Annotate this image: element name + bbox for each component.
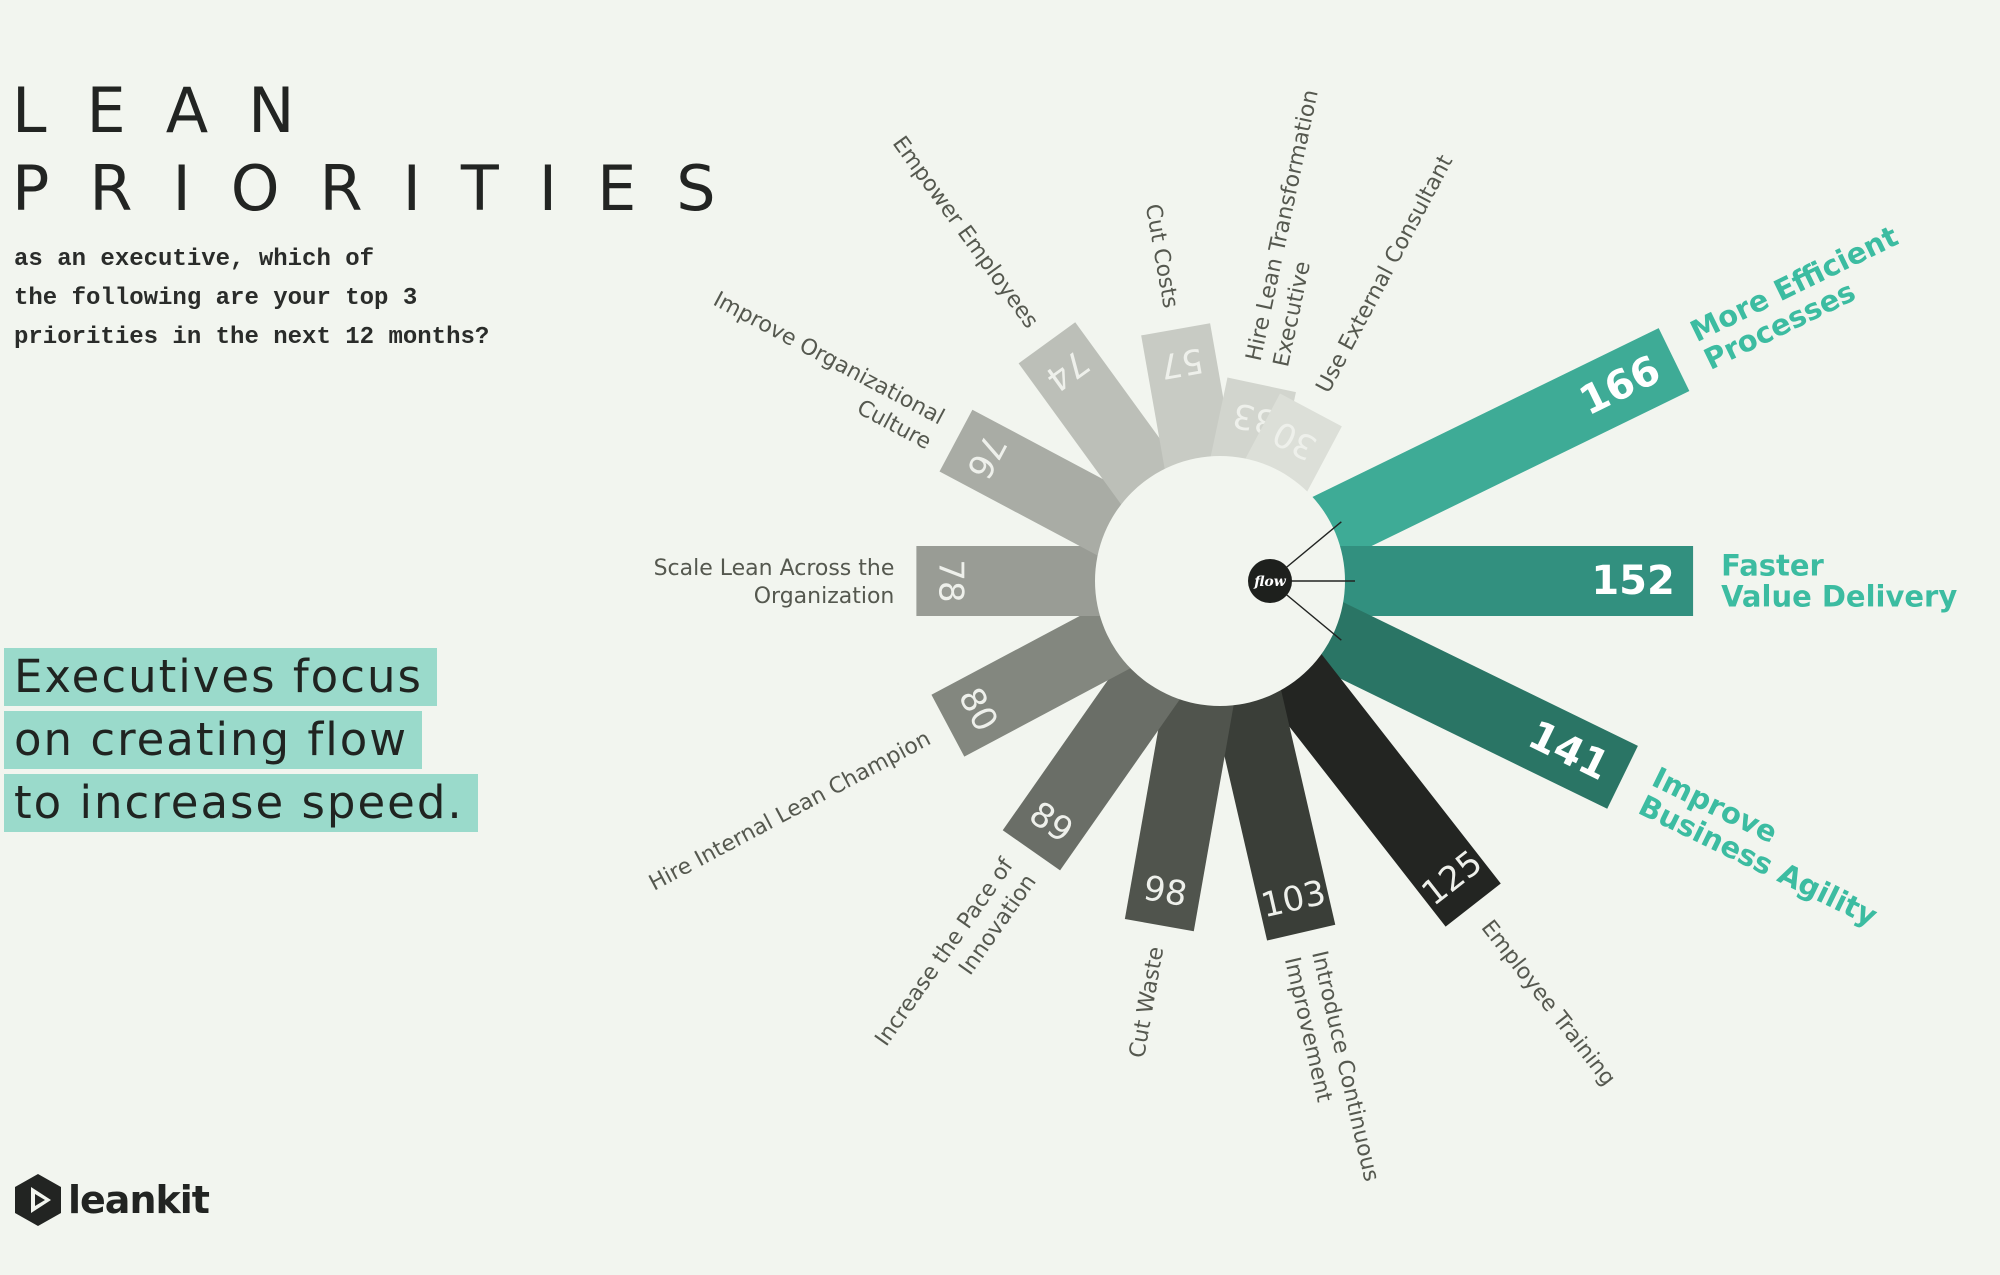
bar-scale-lean-across-the-organization	[916, 546, 1101, 616]
page-title-line-1: LEAN	[12, 74, 335, 147]
survey-question-line-1: as an executive, which of	[14, 246, 375, 273]
bar-more-efficient-processes	[1311, 328, 1690, 561]
category-label-line: Use External Consultant	[1312, 151, 1459, 397]
survey-question-line-2: the following are your top 3	[14, 285, 418, 312]
bar-empower-employees	[1018, 322, 1179, 506]
leankit-logo-icon	[15, 1174, 61, 1226]
category-label-cut-costs: Cut Costs	[1140, 202, 1183, 310]
category-label-hire-lean-transformation-executive: Hire Lean TransformationExecutive	[1242, 88, 1351, 370]
category-label-line: Hire Internal Lean Champion	[645, 726, 935, 896]
category-label-line: Faster	[1721, 549, 1824, 583]
category-label-line: Cut Costs	[1140, 202, 1183, 310]
key-takeaway-line-1: Executives focus	[4, 648, 437, 706]
key-takeaway: Executives focus on creating flow to inc…	[4, 648, 478, 837]
category-label-line: Organization	[754, 584, 895, 609]
category-label-improve-organizational-culture: Improve OrganizationalCulture	[696, 287, 948, 455]
category-label-line: Value Delivery	[1721, 580, 1957, 614]
category-label-use-external-consultant: Use External Consultant	[1312, 151, 1459, 397]
key-takeaway-line-3: to increase speed.	[4, 774, 478, 832]
category-label-line: Improve Organizational	[709, 287, 948, 430]
category-label-line: Employee Training	[1476, 916, 1621, 1091]
category-label-line: Cut Waste	[1125, 945, 1169, 1060]
flow-node-label: flow	[1253, 574, 1287, 590]
bar-improve-business-agility	[1311, 601, 1638, 809]
leankit-logo: leankit	[12, 1172, 210, 1228]
bar-improve-organizational-culture	[939, 409, 1132, 557]
category-label-empower-employees: Empower Employees	[887, 132, 1043, 333]
category-label-line: Empower Employees	[887, 132, 1043, 333]
category-label-line: Increase the Pace of	[871, 853, 1020, 1051]
page-title-line-2: PRIORITIES	[12, 152, 756, 225]
survey-question: as an executive, which of the following …	[14, 240, 489, 357]
category-label-line: Scale Lean Across the	[654, 556, 895, 581]
value-label-cut-waste: 98	[1140, 868, 1190, 915]
value-label-scale-lean-across-the-organization: 78	[930, 559, 970, 602]
category-label-hire-internal-lean-champion: Hire Internal Lean Champion	[645, 726, 935, 896]
category-label-increase-the-pace-of-innovation: Increase the Pace ofInnovation	[871, 853, 1043, 1067]
bar-increase-the-pace-of-innovation	[1002, 658, 1181, 871]
bar-faster-value-delivery	[1339, 546, 1694, 616]
bar-introduce-continuous-improvement	[1212, 689, 1336, 941]
category-label-introduce-continuous-improvement: Introduce ContinuousImprovement	[1279, 948, 1384, 1190]
value-label-cut-costs: 57	[1157, 339, 1207, 386]
category-label-employee-training: Employee Training	[1476, 916, 1621, 1091]
value-label-faster-value-delivery: 152	[1591, 558, 1675, 604]
leankit-logo-text: leankit	[68, 1178, 210, 1222]
category-label-faster-value-delivery: Faster Value Delivery	[1721, 549, 1957, 614]
flow-node	[1248, 559, 1292, 603]
chart-hub	[1095, 456, 1345, 706]
bar-cut-waste	[1124, 692, 1234, 932]
survey-question-line-3: priorities in the next 12 months?	[14, 324, 490, 351]
bar-hire-internal-lean-champion	[931, 605, 1132, 757]
category-label-cut-waste: Cut Waste	[1125, 945, 1169, 1060]
category-label-scale-lean-across-the-organization: Scale Lean Across the Organization	[654, 556, 895, 609]
key-takeaway-line-2: on creating flow	[4, 711, 423, 769]
category-label-improve-business-agility: ImproveBusiness Agility	[1633, 760, 1896, 933]
bar-employee-training	[1265, 653, 1501, 927]
bar-cut-costs	[1141, 323, 1234, 470]
category-label-more-efficient-processes: More EfficientProcesses	[1685, 219, 1917, 377]
